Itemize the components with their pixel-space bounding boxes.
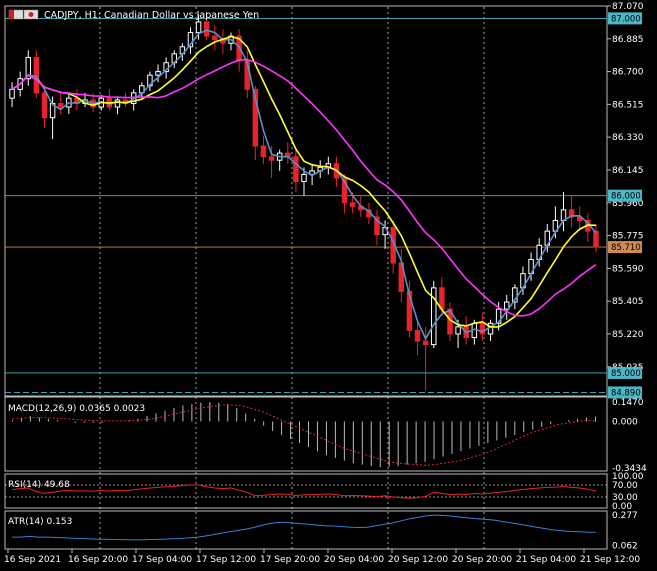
price-tick-label: 85.405 (612, 297, 644, 307)
bear-candle (212, 35, 218, 41)
main-chart-frame (4, 5, 608, 397)
bear-candle (260, 145, 267, 158)
time-tick-label: 17 Sep 20:00 (260, 555, 320, 565)
time-axis: 16 Sep 2021 16 Sep 20:00 17 Sep 04:00 17 Se… (4, 549, 640, 565)
atr-label: ATR(14) 0.153 (8, 517, 72, 527)
bull-candle (25, 56, 32, 80)
price-tick-label: 86.515 (612, 100, 644, 110)
bull-candle (187, 32, 194, 48)
rsi-tick-label: 70.00 (612, 481, 638, 491)
price-tick-label: 86.145 (612, 166, 644, 176)
bear-candle (593, 230, 599, 248)
bull-candle (301, 173, 307, 182)
price-tag-label: 85.710 (611, 243, 641, 253)
bull-candle (455, 326, 461, 335)
bear-candle (252, 88, 259, 147)
macd-label: MACD(12,26,9) 0.0365 0.0023 (8, 404, 145, 414)
atr-line (12, 514, 596, 541)
macd-tick-label: -0.3434 (612, 464, 647, 474)
time-tick-label: 20 Sep 12:00 (388, 555, 448, 565)
price-axis: 87.070 86.885 86.700 86.515 86.330 86.145 85.9… (607, 2, 644, 399)
rsi-tick-label: 30.00 (612, 493, 638, 503)
bear-candle (57, 103, 64, 108)
ma-mid-line (11, 35, 596, 328)
price-tag (608, 189, 642, 202)
bull-candle (512, 287, 518, 303)
bear-candle (349, 202, 356, 207)
macd-indicator: 0.1470 0.000 -0.3434 (11, 398, 647, 474)
bull-candle (195, 21, 202, 34)
bull-candle (114, 99, 121, 108)
price-tag (608, 12, 642, 25)
bear-candle (33, 56, 40, 94)
atr-indicator: 0.277 0.062 (12, 511, 638, 551)
bull-candle (9, 88, 15, 99)
bear-candle (41, 92, 48, 119)
price-tag (608, 366, 642, 379)
moving-averages (11, 29, 597, 341)
bull-candle (431, 287, 437, 346)
time-tick-label: 20 Sep 04:00 (324, 555, 384, 565)
price-tag (608, 241, 642, 254)
bear-candle (406, 290, 413, 331)
price-tick-label: 86.330 (612, 133, 644, 143)
macd-tick-label: 0.000 (612, 418, 638, 428)
flag-icon (8, 9, 39, 20)
atr-tick-label: 0.277 (612, 511, 638, 521)
atr-tick-label: 0.062 (612, 541, 638, 551)
price-tick-label: 85.220 (612, 330, 644, 340)
time-tick-label: 20 Sep 20:00 (452, 555, 512, 565)
time-tick-label: 17 Sep 12:00 (196, 555, 256, 565)
bear-candle (422, 340, 429, 346)
bull-candle (495, 308, 502, 324)
ma-fast-line (11, 29, 597, 341)
price-levels (5, 17, 607, 393)
price-tick-label: 85.960 (612, 199, 644, 209)
time-tick-label: 21 Sep 04:00 (516, 555, 576, 565)
bull-candle (155, 71, 161, 76)
macd-pane-frame (4, 396, 608, 472)
price-tick-label: 86.885 (612, 35, 644, 45)
bear-candle (374, 216, 380, 236)
vertical-grid (99, 7, 485, 549)
atr-pane-frame (4, 510, 608, 550)
bull-candle (309, 170, 315, 175)
rsi-tick-label: 100.00 (612, 472, 644, 482)
price-tick-label: 85.775 (612, 232, 644, 242)
price-tick-label: 85.590 (612, 264, 644, 274)
bear-candle (293, 156, 299, 183)
time-tick-label: 16 Sep 2021 (4, 555, 61, 565)
time-tick-label: 21 Sep 12:00 (580, 555, 640, 565)
rsi-tick-label: 0.00 (612, 502, 632, 512)
time-tick-label: 17 Sep 04:00 (132, 555, 192, 565)
bull-candle (504, 301, 510, 310)
price-tag (608, 386, 642, 399)
price-tag-label: 86.000 (611, 192, 641, 202)
bear-candle (568, 209, 575, 218)
bear-candle (479, 322, 486, 335)
price-tick-label: 86.700 (612, 68, 644, 78)
rsi-label: RSI(14) 49.68 (8, 480, 70, 490)
time-tick-label: 16 Sep 20:00 (68, 555, 128, 565)
ma-slow-line (11, 58, 597, 317)
macd-tick-label: 0.1470 (612, 398, 644, 408)
price-tick-label: 87.070 (612, 2, 644, 12)
rsi-line (12, 484, 597, 499)
price-tag-label: 84.890 (611, 388, 641, 398)
bear-candle (414, 329, 421, 342)
bear-candle (203, 21, 210, 37)
price-tag-label: 85.000 (611, 369, 641, 379)
macd-signal-line (12, 404, 596, 466)
bear-candle (341, 177, 348, 204)
symbol-title: CADJPY, H1: Canadian Dollar vs Japanese … (44, 10, 259, 21)
bear-candle (268, 156, 275, 161)
price-tag-label: 87.000 (611, 14, 641, 24)
